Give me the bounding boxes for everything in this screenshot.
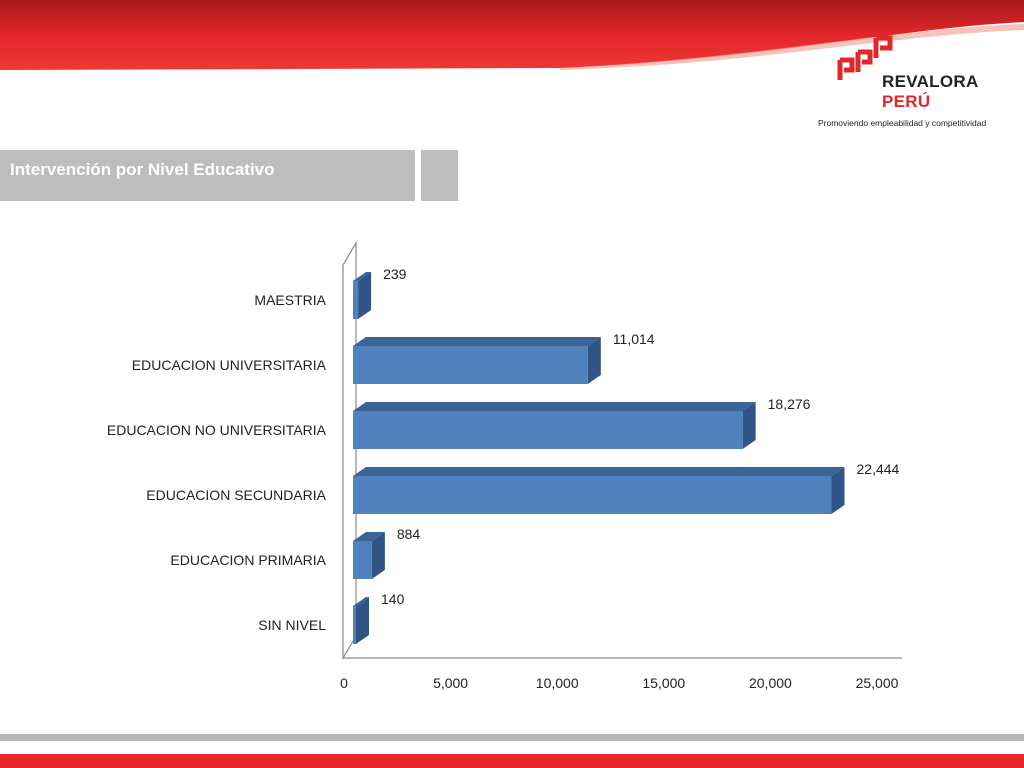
bar-sin-nivel xyxy=(353,597,369,644)
bar-side-face xyxy=(742,402,756,449)
bar-front-face xyxy=(353,476,832,514)
x-tick-label: 20,000 xyxy=(749,675,792,691)
bar-top-face xyxy=(353,272,372,281)
category-label: EDUCACION PRIMARIA xyxy=(170,552,326,568)
section-title-bar: Intervención por Nivel Educativo xyxy=(0,150,415,201)
brand-name: REVALORA xyxy=(882,72,979,91)
chart-plot-frame xyxy=(342,240,902,661)
bar-side-face xyxy=(358,272,372,319)
data-label: 239 xyxy=(383,266,407,282)
chart-bars xyxy=(353,272,845,644)
bar-maestria xyxy=(353,272,372,319)
bar-front-face xyxy=(353,411,743,449)
bar-top-face xyxy=(353,532,385,541)
data-label: 140 xyxy=(381,591,405,607)
revalora-logo: REVALORA PERÚ Promoviendo empleabilidad … xyxy=(818,30,1010,130)
category-label: EDUCACION SECUNDARIA xyxy=(146,487,326,503)
x-tick-label: 25,000 xyxy=(856,675,899,691)
section-title-bar-accent xyxy=(421,150,458,201)
data-label: 884 xyxy=(397,526,421,542)
category-label: SIN NIVEL xyxy=(258,617,326,633)
x-tick-label: 5,000 xyxy=(433,675,468,691)
bar-educacion-universitaria xyxy=(353,337,601,384)
bar-side-face xyxy=(371,532,385,579)
bar-side-face xyxy=(831,467,845,514)
logo-mark-icon xyxy=(837,35,893,80)
brand-tagline: Promoviendo empleabilidad y competitivid… xyxy=(818,118,987,128)
bar-top-face xyxy=(353,467,845,476)
bar-educacion-no-universitaria xyxy=(353,402,756,449)
bar-front-face xyxy=(353,346,588,384)
bar-top-face xyxy=(353,597,369,606)
category-label: EDUCACION UNIVERSITARIA xyxy=(132,357,327,373)
x-tick-label: 0 xyxy=(340,675,348,691)
top-banner xyxy=(0,0,1024,70)
bar-educacion-secundaria xyxy=(353,467,845,514)
bar-front-face xyxy=(353,606,356,644)
bar-top-face xyxy=(353,402,756,411)
bar-top-face xyxy=(353,337,601,346)
category-label: EDUCACION NO UNIVERSITARIA xyxy=(107,422,327,438)
bar-educacion-primaria xyxy=(353,532,385,579)
bar-side-face xyxy=(587,337,601,384)
x-tick-label: 15,000 xyxy=(642,675,685,691)
chart-data-labels: 140 884 22,444 18,276 11,014 239 xyxy=(381,266,900,607)
x-tick-label: 10,000 xyxy=(536,675,579,691)
brand-country: PERÚ xyxy=(882,92,931,111)
bar-front-face xyxy=(353,541,372,579)
footer-gray-stripe xyxy=(0,734,1024,741)
footer-red-stripe xyxy=(0,754,1024,768)
bar-front-face xyxy=(353,281,359,319)
bar-side-face xyxy=(356,597,369,644)
category-label: MAESTRIA xyxy=(254,292,326,308)
data-label: 11,014 xyxy=(613,331,655,347)
data-label: 18,276 xyxy=(768,396,811,412)
chart-x-tick-labels: 0 5,000 10,000 15,000 20,000 25,000 xyxy=(340,675,899,691)
data-label: 22,444 xyxy=(857,461,900,477)
chart-category-labels: SIN NIVEL EDUCACION PRIMARIA EDUCACION SEC… xyxy=(107,292,327,633)
section-title: Intervención por Nivel Educativo xyxy=(10,160,275,179)
